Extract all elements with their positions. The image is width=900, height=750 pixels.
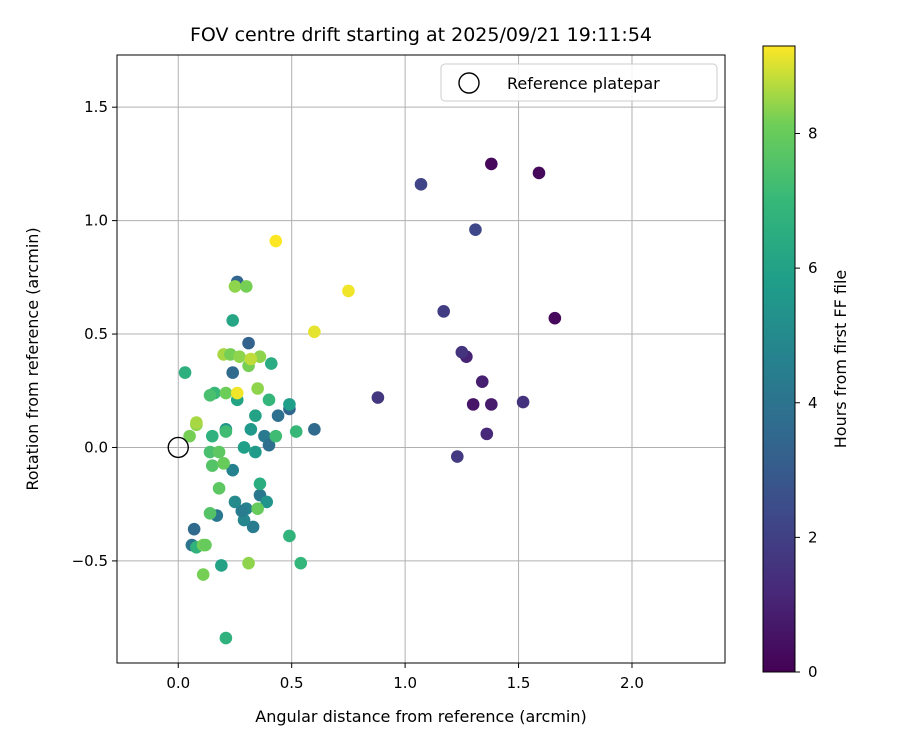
x-tick-label: 1.0: [393, 674, 417, 692]
data-point: [226, 366, 240, 379]
y-axis-label: Rotation from reference (arcmin): [23, 227, 42, 490]
data-point: [480, 427, 494, 441]
data-point: [240, 280, 253, 293]
data-point: [283, 398, 296, 411]
data-point: [226, 314, 240, 327]
data-point: [219, 425, 233, 438]
data-points: [178, 157, 562, 645]
data-point: [469, 223, 482, 236]
data-point: [260, 495, 274, 509]
data-point: [251, 502, 264, 516]
data-point: [215, 559, 228, 572]
legend-label: Reference platepar: [507, 74, 660, 93]
y-tick-label: −0.5: [72, 552, 108, 570]
data-point: [466, 398, 480, 411]
data-point: [196, 568, 210, 581]
colorbar-ticks: 0 2 4 6 8: [795, 125, 818, 681]
data-point: [294, 556, 308, 570]
data-point: [253, 477, 267, 491]
x-tick-label: 0.0: [166, 674, 190, 692]
y-tick-label: 1.0: [84, 212, 108, 230]
data-point: [183, 429, 196, 443]
x-axis-ticks: 0.0 0.5 1.0 1.5 2.0: [166, 663, 644, 692]
data-point: [178, 366, 192, 379]
data-point: [308, 325, 321, 339]
data-point: [219, 386, 233, 400]
data-point: [217, 457, 230, 470]
colorbar: 0 2 4 6 8 Hours from first FF file: [762, 45, 850, 681]
data-point: [249, 445, 262, 459]
data-point: [269, 429, 283, 443]
data-point: [233, 350, 246, 364]
data-point: [203, 506, 217, 520]
data-point: [203, 445, 217, 459]
data-point: [532, 166, 546, 180]
data-point: [205, 429, 219, 443]
y-tick-label: 0.5: [84, 325, 108, 343]
legend-box: [440, 63, 718, 102]
data-point: [242, 556, 255, 570]
x-tick-label: 2.0: [620, 674, 644, 692]
data-point: [226, 463, 240, 477]
colorbar-label: Hours from first FF file: [831, 270, 850, 449]
reference-point: [167, 436, 189, 459]
data-point: [251, 382, 264, 395]
data-point: [187, 522, 201, 536]
data-point: [262, 393, 276, 407]
colorbar-tick-label: 4: [808, 394, 818, 412]
y-tick-label: 0.0: [84, 438, 108, 456]
data-point: [199, 538, 212, 552]
data-point: [219, 631, 233, 645]
data-point: [242, 336, 255, 350]
data-point: [414, 178, 428, 191]
colorbar-tick-label: 0: [808, 663, 818, 681]
data-point: [371, 391, 385, 404]
data-point: [228, 495, 242, 509]
data-point: [212, 482, 226, 495]
data-point: [264, 357, 278, 370]
data-point: [203, 388, 217, 402]
legend: Reference platepar: [440, 63, 718, 102]
data-point: [516, 395, 530, 409]
data-point: [269, 234, 283, 248]
data-point: [289, 425, 303, 438]
data-point: [205, 459, 219, 472]
colorbar-tick-label: 8: [808, 125, 818, 143]
colorbar-gradient: [762, 45, 796, 673]
data-point: [342, 284, 355, 298]
data-point: [228, 280, 242, 293]
data-point: [244, 423, 258, 436]
data-point: [485, 398, 498, 411]
data-point: [230, 386, 244, 400]
data-point: [271, 409, 285, 423]
data-point: [246, 520, 260, 534]
y-tick-label: 1.5: [84, 98, 108, 116]
data-point: [450, 450, 464, 463]
plot-frame: [116, 54, 726, 664]
data-point: [283, 529, 296, 543]
data-point: [249, 409, 262, 423]
data-point: [475, 375, 489, 388]
data-point: [262, 438, 276, 452]
y-axis-ticks: −0.5 0.0 0.5 1.0 1.5: [72, 98, 117, 570]
chart-title: FOV centre drift starting at 2025/09/21 …: [190, 24, 652, 46]
x-tick-label: 0.5: [280, 674, 304, 692]
data-point: [455, 345, 469, 359]
x-axis-label: Angular distance from reference (arcmin): [255, 707, 586, 726]
colorbar-tick-label: 2: [808, 528, 818, 546]
legend-marker: [458, 72, 480, 94]
data-point: [237, 441, 251, 454]
colorbar-tick-label: 6: [808, 259, 818, 277]
data-point: [485, 157, 498, 171]
data-point: [190, 416, 203, 429]
data-point: [548, 311, 562, 325]
data-point: [235, 504, 249, 518]
reference-marker: [167, 436, 189, 459]
x-tick-label: 1.5: [507, 674, 531, 692]
data-point: [244, 352, 258, 366]
data-point: [437, 305, 450, 318]
data-point: [308, 423, 321, 436]
data-point: [212, 445, 226, 459]
